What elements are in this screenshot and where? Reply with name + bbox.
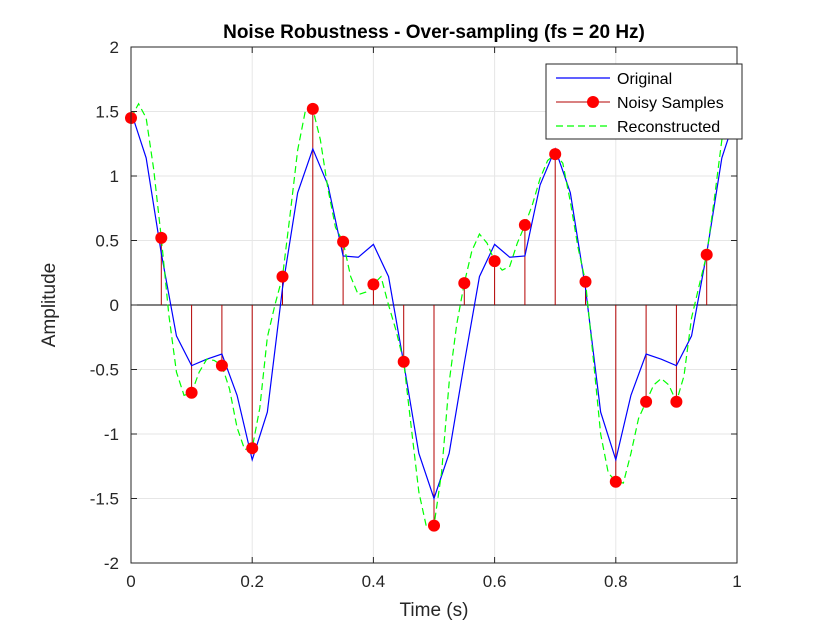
y-tick-label: -2 bbox=[104, 554, 119, 573]
original-series-line bbox=[130, 111, 738, 501]
legend-entry-samples: Noisy Samples bbox=[556, 95, 724, 112]
tick-labels: 0 0.2 0.4 0.6 0.8 1 2 1.5 1 0.5 0 -0.5 -1 -1.5 -2 bbox=[90, 38, 742, 591]
legend: Original Noisy Samples Reconstructed bbox=[545, 63, 743, 140]
legend-label-reconstructed: Reconstructed bbox=[617, 119, 720, 136]
sample-marker bbox=[397, 355, 410, 368]
x-tick-label: 0.6 bbox=[483, 572, 507, 591]
sample-marker bbox=[155, 231, 168, 244]
sample-marker bbox=[579, 275, 592, 288]
sample-marker bbox=[306, 102, 319, 115]
x-tick-label: 0.4 bbox=[362, 572, 386, 591]
x-axis-label: Time (s) bbox=[400, 600, 469, 621]
sample-marker bbox=[670, 395, 683, 408]
y-axis-label: Amplitude bbox=[39, 263, 60, 348]
y-tick-label: -1 bbox=[104, 425, 119, 444]
sample-marker bbox=[609, 475, 622, 488]
y-tick-label: 0.5 bbox=[95, 232, 119, 251]
sample-marker bbox=[276, 270, 289, 283]
x-tick-label: 0.2 bbox=[240, 572, 264, 591]
chart-title: Noise Robustness - Over-sampling (fs = 2… bbox=[223, 22, 645, 43]
legend-entry-reconstructed: Reconstructed bbox=[556, 119, 720, 136]
sample-marker bbox=[700, 248, 713, 261]
sample-marker bbox=[367, 278, 380, 291]
legend-swatch-samples-marker bbox=[587, 96, 599, 108]
sample-marker bbox=[549, 148, 562, 161]
sample-marker bbox=[246, 442, 259, 455]
sample-marker bbox=[518, 219, 531, 232]
y-tick-label: -1.5 bbox=[90, 490, 119, 509]
sample-markers bbox=[125, 102, 713, 532]
sample-marker bbox=[428, 519, 440, 532]
sample-marker bbox=[458, 277, 471, 290]
sample-marker bbox=[337, 235, 350, 248]
x-tick-label: 0 bbox=[126, 572, 135, 591]
legend-entry-original: Original bbox=[556, 71, 672, 88]
legend-label-samples: Noisy Samples bbox=[617, 95, 724, 112]
y-tick-label: 2 bbox=[110, 38, 119, 57]
x-tick-label: 1 bbox=[732, 572, 741, 591]
y-tick-label: 0 bbox=[110, 296, 119, 315]
x-tick-label: 0.8 bbox=[604, 572, 628, 591]
sample-marker bbox=[215, 359, 228, 372]
y-tick-label: 1.5 bbox=[95, 103, 119, 122]
legend-label-original: Original bbox=[617, 71, 672, 88]
sample-marker bbox=[640, 395, 653, 408]
y-tick-label: -0.5 bbox=[90, 361, 119, 380]
y-tick-label: 1 bbox=[110, 167, 119, 186]
sample-marker bbox=[185, 386, 198, 399]
sample-marker bbox=[488, 255, 501, 268]
